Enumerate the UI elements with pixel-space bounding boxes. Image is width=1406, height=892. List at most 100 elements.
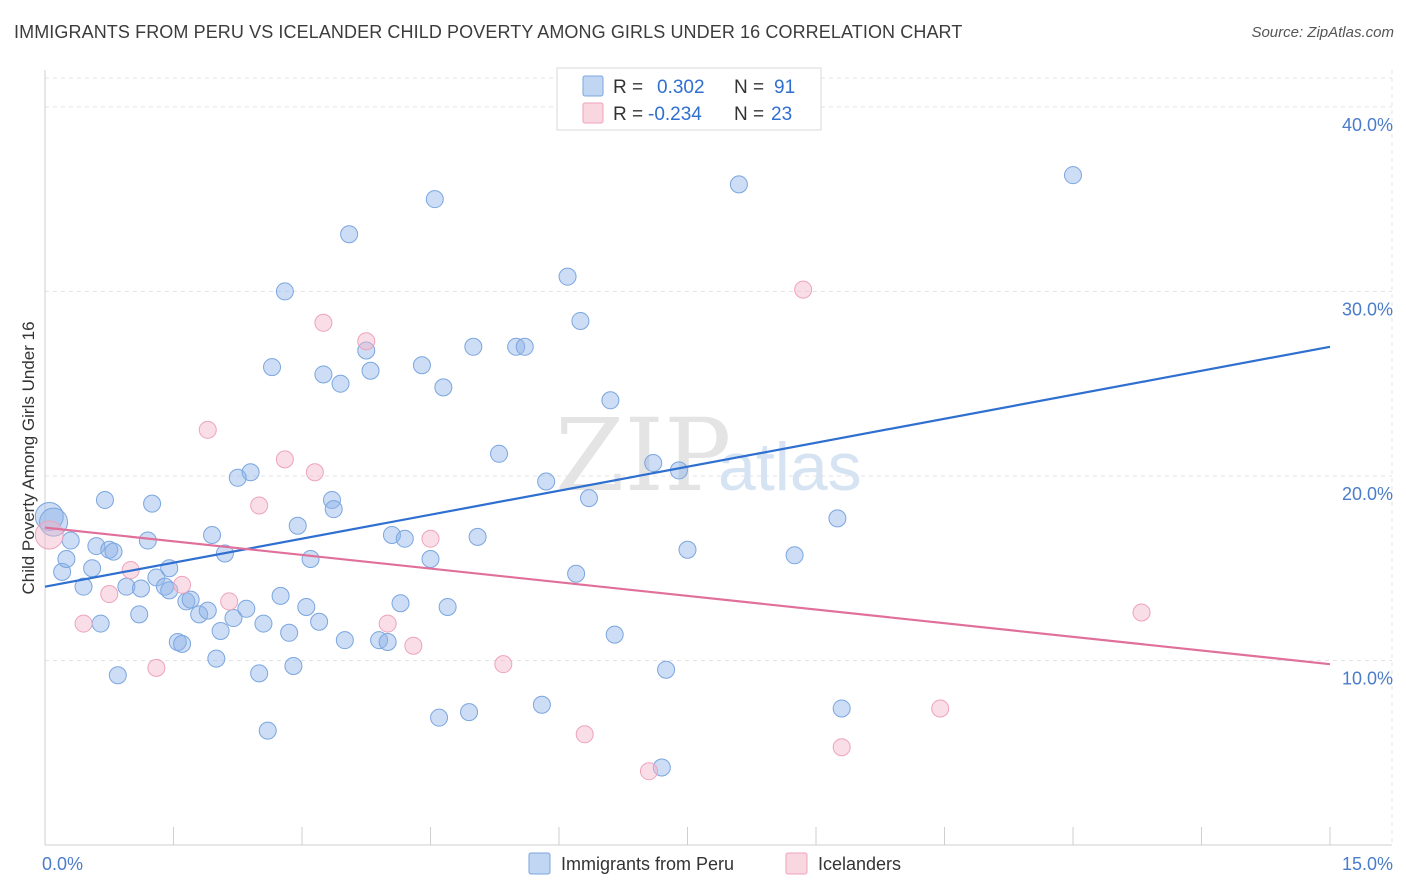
legend-n-value-peru: 91 <box>774 77 795 98</box>
peru-point-14 <box>130 605 149 624</box>
peru-point-77 <box>601 391 620 410</box>
peru-point-65 <box>460 703 479 722</box>
peru-point-64 <box>438 597 457 616</box>
bottom-legend-label-peru: Immigrants from Peru <box>561 854 734 874</box>
peru-point-86 <box>828 509 847 528</box>
peru-point-44 <box>301 549 320 568</box>
peru-point-12 <box>108 666 127 685</box>
peru-point-45 <box>310 612 329 631</box>
peru-point-36 <box>258 721 277 740</box>
peru-point-38 <box>271 586 290 605</box>
peru-point-35 <box>254 614 273 633</box>
peru-point-33 <box>241 463 260 482</box>
peru-point-83 <box>678 540 697 559</box>
peru-point-58 <box>395 529 414 548</box>
data-points <box>34 166 1151 781</box>
icelanders-point-15 <box>421 529 440 548</box>
icelanders-point-21 <box>931 699 950 718</box>
legend-r-value-icelanders: -0.234 <box>648 104 702 125</box>
icelanders-point-11 <box>314 313 333 332</box>
icelanders-point-17 <box>575 725 594 744</box>
x-tick-label-0: 0.0% <box>42 854 83 874</box>
chart-title: IMMIGRANTS FROM PERU VS ICELANDER CHILD … <box>14 22 963 42</box>
icelanders-trend-line <box>44 526 1331 666</box>
icelanders-point-9 <box>275 450 294 469</box>
peru-point-4 <box>57 549 76 568</box>
icelanders-point-8 <box>250 496 269 515</box>
legend-r-label-peru: R = <box>613 77 643 98</box>
watermark-zip: ZIP <box>555 397 731 514</box>
peru-point-13 <box>117 577 136 596</box>
legend-swatch-icelanders <box>582 102 604 124</box>
peru-point-39 <box>275 282 294 301</box>
peru-point-62 <box>430 708 449 727</box>
peru-point-40 <box>280 623 299 642</box>
legend: R = 0.302 N = 91 R = -0.234 N = 23 <box>556 67 822 131</box>
icelanders-point-5 <box>173 575 192 594</box>
legend-n-label-peru: N = <box>734 77 764 98</box>
peru-point-59 <box>412 356 431 375</box>
peru-point-67 <box>468 527 487 546</box>
y-axis-label: Child Poverty Among Girls Under 16 <box>19 321 38 594</box>
peru-point-72 <box>537 472 556 491</box>
peru-point-34 <box>250 664 269 683</box>
legend-n-value-icelanders: 23 <box>771 104 792 125</box>
icelanders-point-19 <box>794 280 813 299</box>
peru-point-84 <box>729 175 748 194</box>
icelanders-point-13 <box>378 614 397 633</box>
peru-point-90 <box>131 579 150 598</box>
peru-point-75 <box>567 564 586 583</box>
peru-point-21 <box>173 634 192 653</box>
peru-point-48 <box>324 500 343 519</box>
peru-point-43 <box>297 597 316 616</box>
y-tick-label-0: 10.0% <box>1342 668 1393 688</box>
peru-point-41 <box>284 657 303 676</box>
icelanders-point-1 <box>74 614 93 633</box>
peru-point-15 <box>138 531 157 550</box>
peru-point-16 <box>143 494 162 513</box>
peru-point-46 <box>314 365 333 384</box>
y-tick-label-3: 40.0% <box>1342 115 1393 135</box>
grid-lines <box>45 70 1393 845</box>
icelanders-point-0 <box>34 520 64 550</box>
legend-r-value-peru: 0.302 <box>657 77 705 98</box>
peru-point-8 <box>91 614 110 633</box>
peru-point-9 <box>95 490 114 509</box>
peru-point-6 <box>83 559 102 578</box>
chart-source: Source: ZipAtlas.com <box>1251 24 1394 41</box>
icelanders-point-2 <box>100 585 119 604</box>
icelanders-point-4 <box>147 658 166 677</box>
peru-point-11 <box>104 542 123 561</box>
peru-point-76 <box>579 489 598 508</box>
peru-point-87 <box>832 699 851 718</box>
peru-point-88 <box>1064 166 1082 185</box>
peru-point-79 <box>644 454 663 473</box>
watermark-atlas: atlas <box>718 429 862 505</box>
icelanders-point-10 <box>305 463 324 482</box>
legend-r-label-icelanders: R = <box>613 104 643 125</box>
icelanders-point-22 <box>1132 603 1151 622</box>
peru-point-24 <box>190 605 209 624</box>
peru-point-32 <box>237 599 256 618</box>
bottom-legend-swatch-peru <box>528 852 551 875</box>
peru-point-55 <box>378 633 397 652</box>
peru-point-28 <box>211 621 230 640</box>
x-tick-label-1: 15.0% <box>1342 854 1393 874</box>
peru-point-63 <box>434 378 453 397</box>
peru-point-73 <box>558 267 577 286</box>
watermark: ZIP atlas <box>555 397 862 514</box>
peru-point-23 <box>181 590 200 609</box>
peru-point-81 <box>657 660 676 679</box>
peru-point-71 <box>532 695 551 714</box>
peru-point-53 <box>361 361 380 380</box>
peru-point-60 <box>421 549 440 568</box>
peru-point-25 <box>198 601 217 620</box>
peru-point-0 <box>34 502 64 532</box>
peru-point-85 <box>785 546 804 565</box>
peru-trend-line <box>44 345 1331 588</box>
y-tick-label-2: 30.0% <box>1342 299 1393 319</box>
peru-point-57 <box>391 594 410 613</box>
peru-point-27 <box>207 649 226 668</box>
legend-n-label-icelanders: N = <box>734 104 764 125</box>
peru-point-26 <box>203 526 222 544</box>
